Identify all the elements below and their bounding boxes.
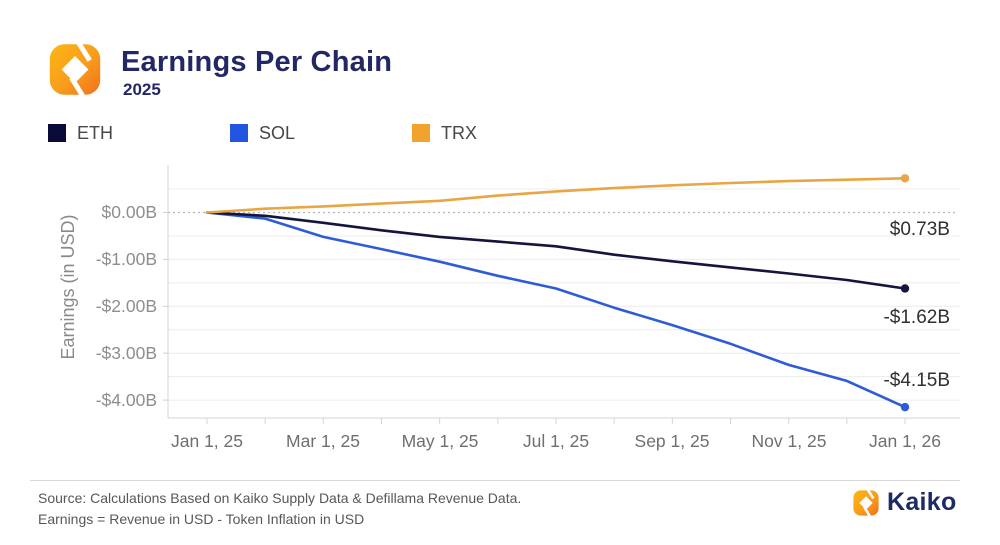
x-tick-label-3: Jul 1, 25 — [522, 431, 590, 451]
y-tick-label-4: -$4.00B — [95, 390, 157, 410]
brand-wordmark: Kaiko — [887, 488, 957, 516]
annotation-sol-value: -$4.15B — [883, 370, 950, 391]
y-tick-label-1: -$1.00B — [95, 249, 157, 269]
legend-item-eth: ETH — [48, 123, 113, 143]
legend-item-trx: TRX — [412, 123, 477, 143]
source-line: Source: Calculations Based on Kaiko Supp… — [38, 490, 522, 506]
annotation-eth-value: -$1.62B — [883, 307, 950, 328]
legend-label-eth: ETH — [77, 122, 113, 143]
x-tick-label-6: Jan 1, 26 — [869, 431, 941, 451]
x-tick-label-5: Nov 1, 25 — [751, 431, 827, 451]
y-tick-label-0: $0.00B — [101, 202, 157, 222]
methodology-line: Earnings = Revenue in USD - Token Inflat… — [38, 511, 365, 527]
annotation-trx-value: $0.73B — [889, 219, 950, 240]
x-tick-label-4: Sep 1, 25 — [634, 431, 710, 451]
y-tick-label-3: -$3.00B — [95, 343, 157, 363]
y-tick-label-2: -$2.00B — [95, 296, 157, 316]
legend-label-trx: TRX — [441, 122, 477, 143]
sol-color-swatch — [230, 124, 248, 142]
eth-color-swatch — [48, 124, 66, 142]
page-subtitle: 2025 — [123, 80, 161, 99]
x-tick-label-2: May 1, 25 — [401, 431, 479, 451]
footer-divider — [30, 480, 960, 481]
legend-item-sol: SOL — [230, 123, 295, 143]
page-title: Earnings Per Chain — [121, 46, 393, 78]
legend-label-sol: SOL — [259, 122, 296, 143]
x-tick-label-0: Jan 1, 25 — [171, 431, 243, 451]
x-tick-label-1: Mar 1, 25 — [286, 431, 360, 451]
trx-color-swatch — [412, 124, 430, 142]
kaiko-logo-icon — [49, 41, 101, 98]
kaiko-logo-icon — [853, 489, 879, 517]
